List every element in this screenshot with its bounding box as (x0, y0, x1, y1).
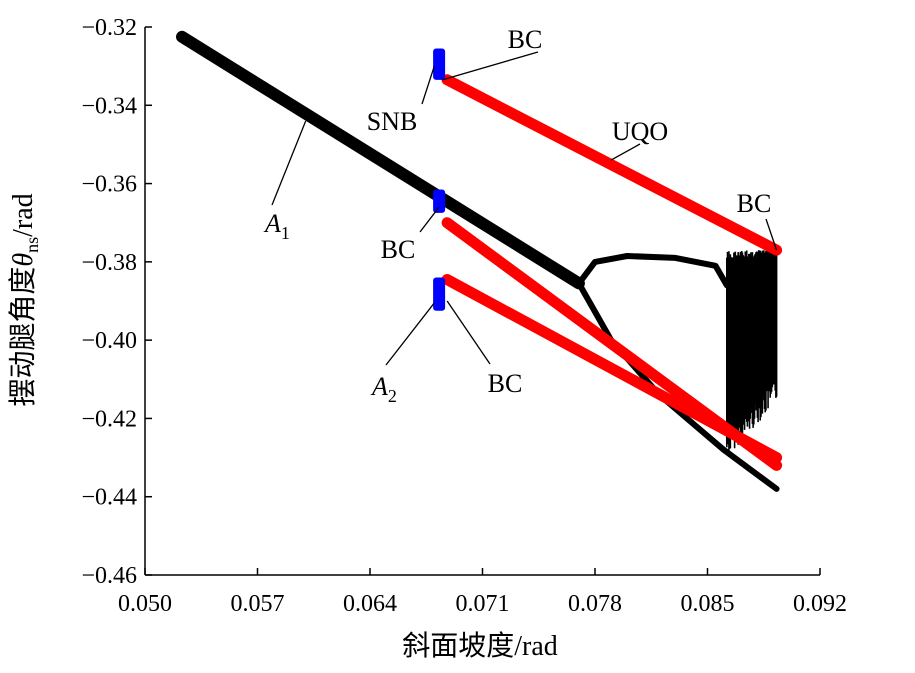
annotation-label-main: A (370, 372, 388, 401)
x-tick-label: 0.085 (681, 591, 735, 617)
y-tick-label: −0.46 (81, 563, 137, 589)
plot-area (176, 30, 783, 492)
x-tick-label: 0.078 (568, 591, 622, 617)
annotation-leader (765, 218, 778, 251)
x-axis-title: 斜面坡度/rad (402, 630, 558, 662)
annotation-label: A2 (370, 372, 397, 406)
annotation-label: UQO (612, 117, 668, 146)
annotation-label: SNB (367, 107, 418, 136)
y-tick-label: −0.38 (81, 250, 137, 276)
annotation-leader (271, 120, 307, 206)
y-title-prefix: 摆动腿角度 (7, 267, 39, 407)
annotation-leader (421, 65, 435, 105)
series-snb-middle (433, 189, 446, 213)
y-title-subscript: ns (22, 237, 42, 253)
y-tick-label: −0.42 (81, 406, 137, 432)
annotation-label: BC (488, 369, 523, 398)
annotation-leader (419, 206, 440, 233)
y-title-symbol: θ (8, 253, 39, 267)
axes: 0.050 0.057 0.064 0.071 0.078 0.085 0.092 −0.32… (81, 15, 847, 617)
x-tick-label: 0.071 (456, 591, 510, 617)
series-unstable-lower (441, 274, 783, 464)
y-tick-label: −0.40 (81, 328, 137, 354)
annotation-label: BC (381, 235, 416, 264)
y-title-unit: /rad (8, 193, 39, 237)
annotation-label-subscript: 1 (281, 223, 290, 243)
annotation-leader (446, 300, 491, 365)
annotation-label-main: A (263, 209, 281, 238)
annotation-label-subscript: 2 (388, 386, 397, 406)
series-stable-main-branch (176, 30, 585, 290)
series-chaotic-band (725, 250, 778, 453)
y-tick-label: −0.34 (81, 93, 137, 119)
annotation-label: A1 (263, 209, 290, 243)
series-snb-lower (433, 277, 446, 311)
annotation-leader (385, 302, 435, 366)
series-stable-after-period-doubling-upper (575, 253, 730, 289)
annotation-leader (442, 51, 539, 81)
y-axis-title: 摆动腿角度θns/rad (7, 193, 42, 406)
annotation-label: BC (508, 25, 543, 54)
x-tick-label: 0.064 (343, 591, 397, 617)
y-tick-label: −0.36 (81, 172, 137, 198)
x-tick-label: 0.057 (231, 591, 285, 617)
series-snb-upper (433, 48, 446, 80)
annotation-leader (610, 143, 641, 161)
series-unstable-upper (441, 74, 783, 256)
annotation-label: BC (737, 189, 772, 218)
y-tick-label: −0.32 (81, 15, 137, 41)
y-tick-label: −0.44 (81, 485, 137, 511)
x-tick-label: 0.092 (793, 591, 847, 617)
x-tick-label: 0.050 (118, 591, 172, 617)
